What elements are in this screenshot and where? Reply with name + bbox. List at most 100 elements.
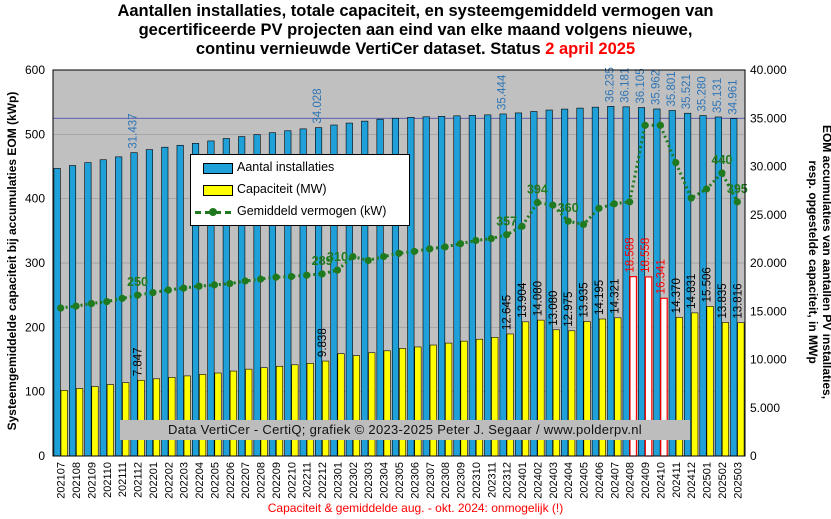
marker-gemiddeld [87, 299, 96, 308]
x-tick-label: 202111 [117, 462, 129, 497]
marker-gemiddeld [164, 286, 172, 294]
y-right-tick-label: 20.000 [750, 256, 787, 270]
data-label-installaties: 34.961 [727, 79, 739, 114]
x-tick-label: 202501 [702, 462, 714, 499]
marker-gemiddeld [380, 252, 388, 261]
data-label-gemiddeld: 357 [496, 215, 517, 229]
data-label-gemiddeld: 440 [712, 153, 733, 167]
x-tick-label: 202109 [86, 462, 98, 499]
marker-gemiddeld [579, 220, 588, 228]
bar-capaciteit [352, 355, 360, 457]
legend-item-gemiddeld: Gemiddeld vermogen (kW) [191, 203, 409, 221]
bar-capaciteit [229, 370, 237, 457]
data-label-installaties: 31.437 [128, 113, 140, 148]
bar-installaties [99, 159, 107, 457]
data-label-capaciteit: 9.838 [317, 328, 329, 357]
marker-gemiddeld [487, 234, 495, 243]
marker-gemiddeld [672, 159, 680, 167]
bar-installaties [130, 152, 138, 457]
bar-capaciteit [383, 350, 391, 457]
data-label-capaciteit: 14.195 [594, 280, 606, 315]
x-tick-label: 202310 [471, 462, 483, 499]
marker-gemiddeld [349, 252, 357, 261]
data-label-capaciteit: 13.816 [732, 283, 744, 318]
marker-gemiddeld [364, 256, 372, 265]
marker-gemiddeld [533, 198, 542, 207]
y-axis-left-label: Systeemgemiddelde capaciteit bij accumul… [5, 91, 19, 431]
marker-gemiddeld [518, 222, 526, 230]
x-tick-label: 202307 [425, 462, 437, 499]
x-tick-label: 202412 [686, 462, 698, 499]
marker-gemiddeld [303, 271, 311, 279]
x-tick-label: 202301 [332, 462, 344, 499]
plot-border [52, 69, 746, 457]
legend-swatch-yellow [203, 185, 233, 196]
bar-installaties [545, 109, 553, 457]
marker-gemiddeld [118, 294, 126, 302]
marker-gemiddeld [287, 272, 295, 281]
x-tick-label: 202410 [655, 462, 667, 499]
bar-capaciteit [76, 388, 84, 457]
bar-installaties [176, 144, 184, 457]
data-label-capaciteit: 18.558 [640, 238, 652, 273]
data-label-capaciteit: 12.645 [502, 295, 514, 330]
y-right-tick-label: 10.000 [750, 353, 787, 367]
x-tick-label: 202202 [163, 462, 175, 499]
x-tick-label: 202403 [548, 462, 560, 499]
legend-swatch-blue [203, 163, 233, 174]
credit-note: Data VertiCer - CertiQ; grafiek © 2023-2… [120, 420, 690, 440]
x-tick-label: 202304 [379, 462, 391, 499]
data-label-capaciteit: 14.080 [532, 281, 544, 316]
marker-gemiddeld [610, 200, 618, 208]
marker-gemiddeld [687, 194, 695, 202]
legend-label-installaties: Aantal installaties [237, 160, 335, 174]
data-label-installaties: 35.280 [697, 76, 709, 111]
bar-capaciteit [260, 367, 268, 457]
y-left-tick-label: 400 [25, 192, 45, 206]
x-tick-label: 202411 [671, 462, 683, 498]
data-label-gemiddeld: 360 [558, 201, 579, 215]
x-tick-label: 202306 [409, 462, 421, 499]
data-label-gemiddeld: 310 [327, 250, 348, 264]
data-label-installaties: 34.028 [312, 88, 324, 123]
bar-installaties [561, 108, 569, 457]
marker-gemiddeld [180, 284, 188, 292]
x-tick-label: 202303 [363, 462, 375, 499]
marker-gemiddeld [149, 288, 157, 297]
bar-installaties [69, 165, 77, 457]
data-label-capaciteit: 14.321 [609, 279, 621, 314]
data-label-gemiddeld: 395 [727, 182, 748, 196]
marker-gemiddeld [456, 240, 465, 248]
x-tick-label: 202406 [594, 462, 606, 499]
x-tick-label: 202404 [563, 462, 575, 499]
x-tick-label: 202204 [194, 462, 206, 499]
marker-gemiddeld [257, 275, 265, 283]
marker-gemiddeld [626, 198, 634, 206]
data-label-capaciteit: 18.588 [625, 237, 637, 272]
y-left-tick-label: 0 [38, 449, 45, 463]
data-label-installaties: 35.521 [681, 74, 693, 109]
title-line-3-prefix: continu vernieuwde VertiCer dataset. Sta… [195, 40, 546, 58]
legend-item-capaciteit: Capaciteit (MW) [191, 181, 409, 199]
bar-capaciteit [152, 378, 161, 457]
bar-capaciteit [737, 322, 745, 457]
x-tick-label: 202203 [179, 462, 191, 499]
marker-gemiddeld [472, 236, 480, 245]
x-tick-label: 202503 [732, 462, 744, 499]
bar-capaciteit [106, 384, 114, 457]
x-tick-label: 202212 [317, 462, 329, 499]
marker-gemiddeld [72, 302, 80, 310]
data-label-installaties: 35.962 [650, 70, 662, 105]
y-left-tick-label: 600 [25, 63, 45, 77]
x-tick-label: 202208 [256, 462, 268, 499]
x-tick-label: 202405 [579, 462, 591, 499]
data-label-capaciteit: 7.847 [133, 347, 145, 376]
x-tick-label: 202209 [271, 462, 283, 499]
legend-label-capaciteit: Capaciteit (MW) [237, 182, 327, 196]
bar-installaties [637, 107, 646, 457]
x-tick-label: 202402 [532, 462, 544, 499]
marker-gemiddeld [503, 231, 511, 239]
x-tick-label: 202502 [717, 462, 729, 499]
bar-installaties [145, 149, 153, 457]
marker-gemiddeld [595, 204, 603, 212]
